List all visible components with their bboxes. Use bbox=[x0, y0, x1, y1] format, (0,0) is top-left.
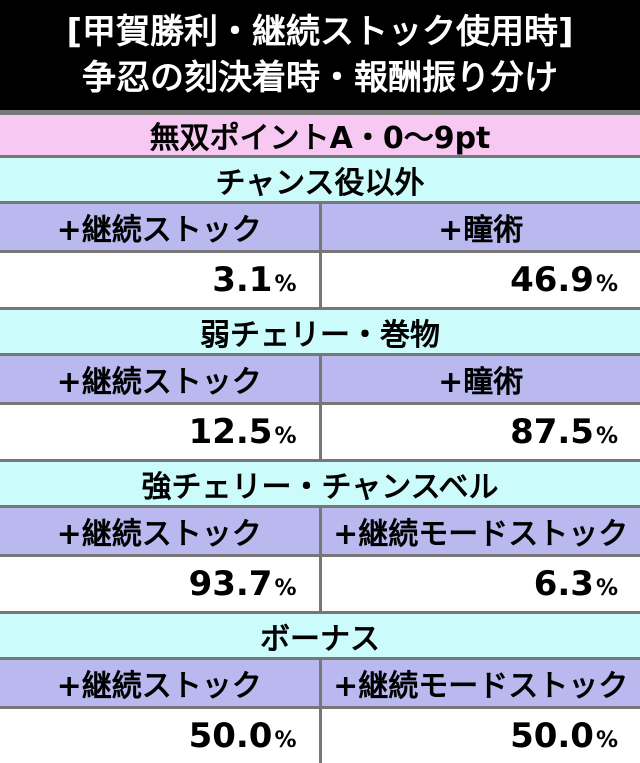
value-number: 50.0 bbox=[189, 716, 273, 756]
column-header-row: +継続ストック+瞳術 bbox=[0, 356, 640, 402]
value-unit: % bbox=[596, 416, 618, 449]
value-unit: % bbox=[596, 720, 618, 753]
column-header-row: +継続ストック+瞳術 bbox=[0, 204, 640, 250]
value-number: 46.9 bbox=[510, 260, 594, 300]
section-label: 強チェリー・チャンスベル bbox=[0, 462, 640, 505]
value-cell: 93.7% bbox=[0, 557, 319, 611]
value-cell: 87.5% bbox=[322, 405, 640, 459]
section-header-row: チャンス役以外 bbox=[0, 158, 640, 201]
value-row: 93.7%6.3% bbox=[0, 557, 640, 611]
value-unit: % bbox=[274, 264, 296, 297]
column-header-row: +継続ストック+継続モードストック bbox=[0, 660, 640, 706]
value-number: 50.0 bbox=[510, 716, 594, 756]
column-header: +継続モードストック bbox=[322, 508, 640, 554]
column-header: +瞳術 bbox=[322, 356, 640, 402]
value-row: 3.1%46.9% bbox=[0, 253, 640, 307]
value-number: 12.5 bbox=[189, 412, 273, 452]
column-header: +継続ストック bbox=[0, 508, 319, 554]
value-number: 3.1 bbox=[212, 260, 272, 300]
column-header: +継続ストック bbox=[0, 660, 319, 706]
column-header-row: +継続ストック+継続モードストック bbox=[0, 508, 640, 554]
section-header-row: 強チェリー・チャンスベル bbox=[0, 462, 640, 505]
column-header: +瞳術 bbox=[322, 204, 640, 250]
column-header: +継続ストック bbox=[0, 356, 319, 402]
value-number: 87.5 bbox=[510, 412, 594, 452]
title-line: [甲賀勝利・継続ストック使用時] bbox=[66, 9, 573, 55]
value-number: 6.3 bbox=[534, 564, 594, 604]
column-header: +継続モードストック bbox=[322, 660, 640, 706]
value-row: 50.0%50.0% bbox=[0, 709, 640, 763]
title-block: [甲賀勝利・継続ストック使用時] 争忍の刻決着時・報酬振り分け bbox=[0, 0, 640, 110]
caption-row: 無双ポイントA・0〜9pt bbox=[0, 113, 640, 155]
value-cell: 3.1% bbox=[0, 253, 319, 307]
value-cell: 12.5% bbox=[0, 405, 319, 459]
title-line: 争忍の刻決着時・報酬振り分け bbox=[82, 55, 558, 101]
section-label: 弱チェリー・巻物 bbox=[0, 310, 640, 353]
value-row: 12.5%87.5% bbox=[0, 405, 640, 459]
section-label: ボーナス bbox=[0, 614, 640, 657]
value-cell: 6.3% bbox=[322, 557, 640, 611]
value-unit: % bbox=[596, 264, 618, 297]
section-label: チャンス役以外 bbox=[0, 158, 640, 201]
table-caption: 無双ポイントA・0〜9pt bbox=[0, 115, 640, 155]
value-cell: 46.9% bbox=[322, 253, 640, 307]
value-cell: 50.0% bbox=[0, 709, 319, 763]
value-cell: 50.0% bbox=[322, 709, 640, 763]
value-unit: % bbox=[274, 568, 296, 601]
value-unit: % bbox=[596, 568, 618, 601]
value-unit: % bbox=[274, 720, 296, 753]
column-header: +継続ストック bbox=[0, 204, 319, 250]
section-header-row: 弱チェリー・巻物 bbox=[0, 310, 640, 353]
section-header-row: ボーナス bbox=[0, 614, 640, 657]
value-number: 93.7 bbox=[189, 564, 273, 604]
value-unit: % bbox=[274, 416, 296, 449]
